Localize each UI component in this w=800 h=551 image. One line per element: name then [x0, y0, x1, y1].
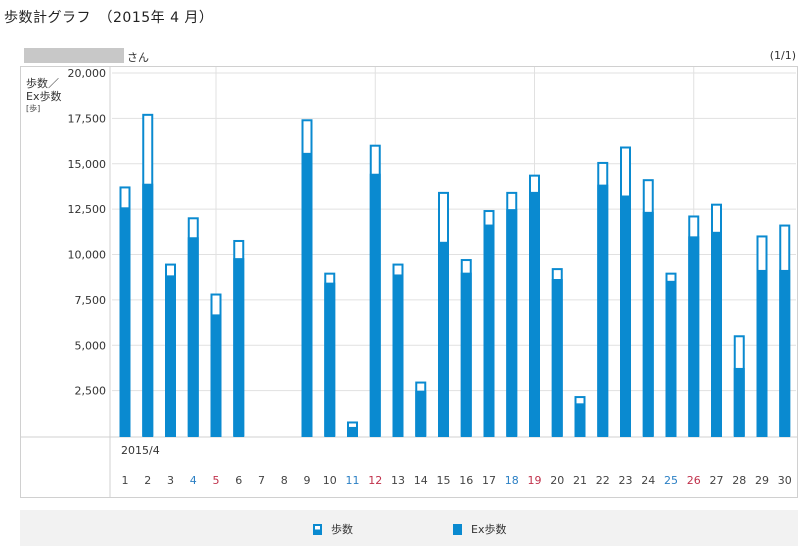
- x-tick-label: 3: [167, 474, 174, 487]
- bar-ex-steps: [415, 390, 427, 436]
- x-tick-label: 26: [687, 474, 701, 487]
- x-tick-label: 16: [459, 474, 473, 487]
- x-tick-label: 11: [346, 474, 360, 487]
- legend-swatch-ex-steps: [453, 523, 462, 535]
- bar-ex-steps: [711, 231, 722, 436]
- x-tick-label: 24: [641, 474, 655, 487]
- x-tick-label: 8: [281, 474, 288, 487]
- bar-ex-steps: [233, 258, 245, 436]
- y-axis-label: 歩数／ Ex歩数 [歩]: [26, 77, 61, 114]
- month-label: 2015/4: [121, 444, 160, 457]
- x-tick-label: 28: [732, 474, 746, 487]
- user-row: さん (1/1): [20, 48, 798, 66]
- bar-ex-steps: [119, 207, 131, 436]
- x-tick-label: 23: [619, 474, 633, 487]
- bar-ex-steps: [165, 275, 176, 436]
- bar-ex-steps: [347, 426, 358, 436]
- legend-swatch-steps: [313, 523, 322, 535]
- x-tick-label: 4: [190, 474, 197, 487]
- legend: 歩数 Ex歩数: [20, 510, 798, 546]
- bar-ex-steps: [460, 272, 472, 436]
- legend-item-steps: 歩数: [313, 521, 353, 537]
- x-tick-label: 12: [368, 474, 382, 487]
- bar-ex-steps: [187, 237, 199, 436]
- legend-label-steps: 歩数: [331, 523, 353, 536]
- y-tick-label: 12,500: [68, 203, 107, 216]
- chart-frame: [20, 66, 798, 498]
- x-tick-label: 30: [778, 474, 792, 487]
- bar-ex-steps: [210, 314, 222, 436]
- bar-ex-steps: [665, 280, 677, 436]
- x-tick-label: 10: [323, 474, 337, 487]
- x-tick-label: 5: [213, 474, 220, 487]
- bar-ex-steps: [483, 224, 495, 436]
- x-tick-label: 1: [122, 474, 129, 487]
- x-tick-label: 7: [258, 474, 265, 487]
- bar-ex-steps: [392, 274, 404, 436]
- x-tick-label: 27: [710, 474, 724, 487]
- user-suffix: さん: [127, 51, 149, 64]
- user-name-redacted: [24, 48, 124, 63]
- bar-ex-steps: [324, 282, 336, 436]
- x-tick-label: 17: [482, 474, 496, 487]
- bar-ex-steps: [733, 367, 745, 436]
- bar-ex-steps: [597, 184, 609, 436]
- y-tick-label: 7,500: [75, 294, 107, 307]
- legend-item-ex-steps: Ex歩数: [453, 521, 506, 537]
- bar-ex-steps: [506, 209, 518, 436]
- y-tick-label: 5,000: [75, 339, 107, 352]
- bar-ex-steps: [551, 279, 563, 436]
- x-tick-label: 22: [596, 474, 610, 487]
- bar-ex-steps: [688, 236, 700, 436]
- bar-ex-steps: [438, 241, 449, 436]
- x-tick-label: 20: [550, 474, 564, 487]
- x-tick-label: 19: [528, 474, 542, 487]
- x-tick-label: 6: [235, 474, 242, 487]
- bar-ex-steps: [779, 269, 791, 436]
- x-tick-label: 9: [304, 474, 311, 487]
- bar-ex-steps: [756, 269, 768, 436]
- x-tick-label: 13: [391, 474, 405, 487]
- x-tick-label: 2: [144, 474, 151, 487]
- y-axis-label-line-1: 歩数／: [26, 77, 59, 90]
- page-title: 歩数計グラフ （2015年 4 月）: [4, 10, 214, 26]
- y-axis-label-line-2: Ex歩数: [26, 90, 62, 103]
- bar-ex-steps: [142, 183, 154, 436]
- bar-ex-steps: [301, 152, 313, 437]
- x-tick-label: 25: [664, 474, 678, 487]
- y-tick-label: 20,000: [68, 67, 107, 80]
- x-tick-label: 29: [755, 474, 769, 487]
- bar-ex-steps: [574, 403, 586, 436]
- bar-ex-steps: [369, 173, 381, 437]
- bar-ex-steps: [529, 191, 540, 436]
- y-axis-unit: [歩]: [26, 104, 41, 113]
- y-tick-label: 10,000: [68, 249, 107, 262]
- x-tick-label: 21: [573, 474, 587, 487]
- legend-label-ex-steps: Ex歩数: [471, 523, 507, 536]
- page-count: (1/1): [769, 49, 796, 62]
- y-tick-label: 15,000: [68, 158, 107, 171]
- bar-ex-steps: [620, 195, 631, 436]
- y-tick-label: 17,500: [68, 112, 107, 125]
- x-tick-label: 14: [414, 474, 428, 487]
- x-tick-label: 18: [505, 474, 519, 487]
- bar-ex-steps: [642, 211, 654, 436]
- x-tick-label: 15: [437, 474, 451, 487]
- y-tick-label: 2,500: [75, 385, 107, 398]
